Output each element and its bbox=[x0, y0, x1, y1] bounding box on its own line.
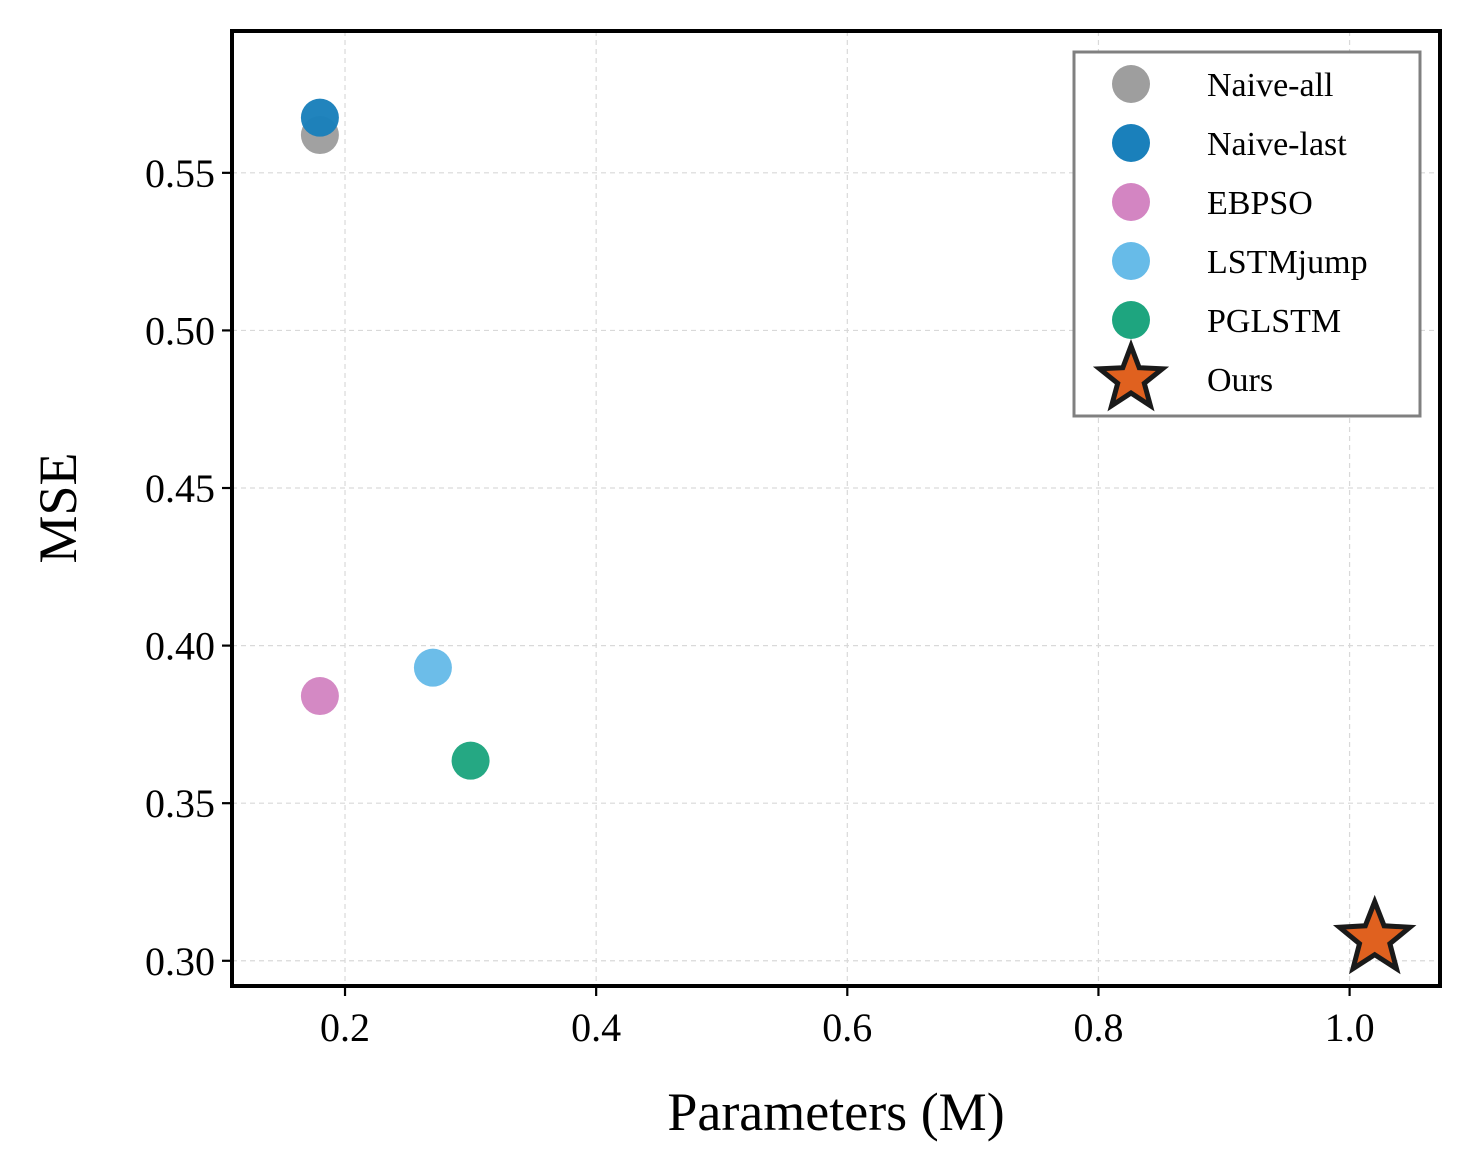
legend-marker-lstmjump bbox=[1112, 242, 1150, 280]
legend-marker-ours bbox=[1092, 338, 1170, 412]
y-tick-label: 0.45 bbox=[145, 466, 215, 511]
point-ebpso bbox=[300, 677, 339, 716]
data-points bbox=[300, 98, 1417, 975]
point-ours bbox=[1332, 894, 1417, 975]
y-tick-label: 0.35 bbox=[145, 781, 215, 826]
point-pglstm bbox=[451, 741, 490, 780]
plot-frame bbox=[230, 29, 1442, 988]
legend-label-pglstm: PGLSTM bbox=[1207, 303, 1341, 340]
legend-marker-naive-last bbox=[1112, 124, 1150, 162]
legend-label-ebpso: EBPSO bbox=[1207, 185, 1313, 222]
x-axis-title: Parameters (M) bbox=[667, 1082, 1004, 1142]
y-tick-label: 0.50 bbox=[145, 308, 215, 353]
legend-label-ours: Ours bbox=[1207, 362, 1273, 399]
x-tick-label: 0.2 bbox=[320, 1005, 370, 1050]
grid bbox=[232, 31, 1440, 986]
y-tick-label: 0.30 bbox=[145, 939, 215, 984]
y-tick-label: 0.40 bbox=[145, 624, 215, 669]
legend-label-naive-all: Naive-all bbox=[1207, 67, 1334, 104]
point-naive-last bbox=[300, 98, 339, 137]
legend-label-naive-last: Naive-last bbox=[1207, 126, 1347, 163]
legend-marker-ebpso bbox=[1112, 183, 1150, 221]
y-tick-label: 0.55 bbox=[145, 151, 215, 196]
x-tick-label: 1.0 bbox=[1325, 1005, 1375, 1050]
x-tick-label: 0.6 bbox=[822, 1005, 872, 1050]
legend-marker-naive-all bbox=[1112, 65, 1150, 103]
legend-label-lstmjump: LSTMjump bbox=[1207, 244, 1368, 281]
x-tick-label: 0.8 bbox=[1073, 1005, 1123, 1050]
point-lstmjump bbox=[413, 648, 452, 687]
axis-ticks: 0.2 0.4 0.6 0.8 1.0 0.30 0.35 0.40 0.45 0.50 0.55 bbox=[145, 151, 1375, 1050]
legend: Naive-all Naive-last EBPSO LSTMjump PGLSTM Ou… bbox=[1072, 50, 1422, 418]
x-tick-label: 0.4 bbox=[571, 1005, 621, 1050]
y-axis-title: MSE bbox=[28, 452, 88, 563]
legend-marker-pglstm bbox=[1112, 301, 1150, 339]
